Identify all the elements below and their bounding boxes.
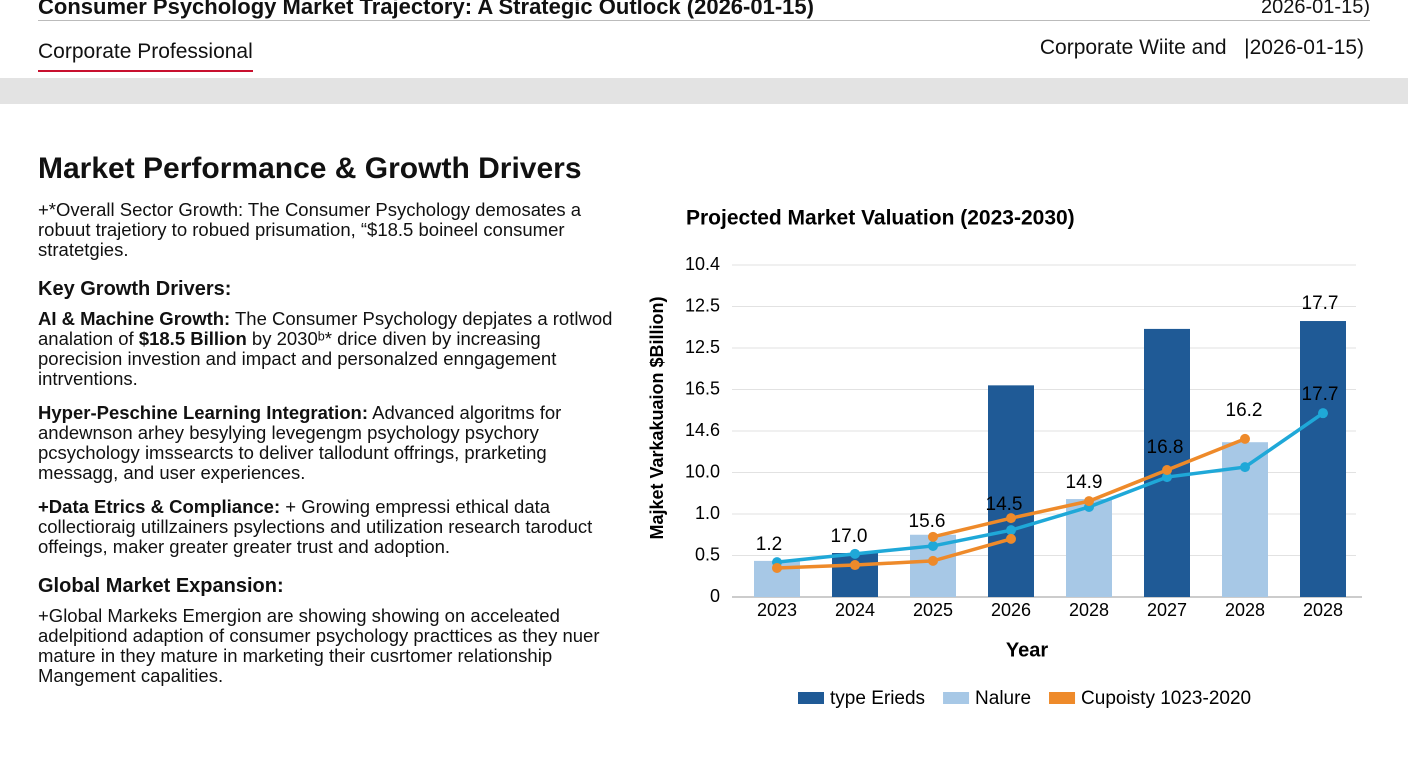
- point: [772, 557, 782, 568]
- y-tick-label: 1.0: [695, 503, 720, 523]
- header-rule: [38, 20, 1370, 21]
- y-axis-label: Majket Varkakuaion $Billion): [647, 296, 667, 539]
- data-label: 17.7: [1302, 293, 1339, 314]
- text: The Consumer Psychology depjates a rotlw…: [38, 308, 613, 349]
- bar: [910, 534, 956, 597]
- point: [850, 548, 860, 559]
- x-tick-label: 2028: [1303, 600, 1343, 620]
- data-label: 16.8: [1147, 437, 1184, 458]
- x-tick-label: 2027: [1147, 600, 1187, 620]
- line: [776, 411, 1324, 564]
- page-title: Consumer Psychology Market Trajectory: A…: [38, 0, 814, 19]
- point: [1006, 525, 1016, 536]
- x-tick-label: 2026: [991, 600, 1031, 620]
- point: [928, 555, 938, 566]
- x-tick-label: 2028: [1225, 600, 1265, 620]
- bar: [1300, 321, 1346, 597]
- content: Market Performance & Growth Drivers +*Ov…: [38, 152, 618, 700]
- legend-label: Cupoisty 1023-2020: [1081, 688, 1251, 709]
- paragraph: +*Overall Sector Growth: The Consumer Ps…: [38, 200, 618, 260]
- bold-text: $18.5 Billion: [138, 328, 247, 349]
- bar: [754, 560, 800, 597]
- paragraph: Hyper-Peschine Learning Integration: Adv…: [38, 403, 618, 483]
- subheading: Key Growth Drivers:: [38, 278, 232, 300]
- point: [772, 562, 782, 573]
- y-tick-label: 12.5: [685, 295, 720, 315]
- x-tick-label: 2023: [757, 600, 797, 620]
- text: Advanced algoritms for andewnson arhey b…: [38, 402, 562, 483]
- bar: [1066, 499, 1112, 597]
- header-right: Corporate Wiite and |2026-01-15): [1039, 36, 1364, 59]
- data-label: 14.5: [986, 494, 1023, 515]
- x-tick-label: 2025: [913, 600, 953, 620]
- point: [1240, 433, 1250, 444]
- x-tick-label: 2028: [1069, 600, 1109, 620]
- point: [1084, 501, 1094, 512]
- x-tick-label: 2024: [835, 600, 875, 620]
- point: [1318, 408, 1328, 419]
- bar: [988, 385, 1034, 597]
- data-label: 15.6: [909, 511, 946, 532]
- legend-swatch: [798, 692, 824, 704]
- paragraph: +Global Markeks Emergion are showing sho…: [38, 606, 618, 686]
- data-label: 1.2: [756, 534, 782, 555]
- header-date: 2026-01-15): [1261, 0, 1370, 18]
- point: [928, 531, 938, 542]
- legend-label: Nalure: [975, 688, 1031, 709]
- text: by 2030ᵇ* drice diven by increasing pore…: [38, 328, 557, 389]
- data-label: 16.2: [1226, 400, 1263, 421]
- point: [1240, 462, 1250, 473]
- point: [850, 560, 860, 571]
- y-tick-label: 14.6: [685, 420, 720, 440]
- point: [1006, 533, 1016, 544]
- line: [932, 437, 1246, 539]
- subheading: Global Market Expansion:: [38, 575, 284, 597]
- chart-title: Projected Market Valuation (2023-2030): [686, 207, 1075, 230]
- data-label: 17.0: [831, 526, 868, 547]
- legend-swatch: [1049, 692, 1076, 704]
- bold-text: +Data Etrics & Compliance:: [38, 496, 281, 517]
- text: +Global Markeks Emergion are showing sho…: [38, 605, 600, 686]
- text: +*Overall Sector Growth: The Consumer Ps…: [38, 199, 582, 260]
- y-tick-label: 0.5: [695, 544, 720, 564]
- bold-text: AI & Machine Growth:: [38, 308, 231, 329]
- paragraph: +Data Etrics & Compliance: + Growing emp…: [38, 497, 618, 557]
- band: [0, 78, 1408, 104]
- y-tick-label: 12.5: [685, 337, 720, 357]
- y-tick-label: 10.0: [685, 461, 720, 481]
- bar: [1144, 328, 1190, 597]
- legend-swatch: [943, 692, 970, 704]
- point: [1084, 496, 1094, 507]
- y-tick-label: 10.4: [685, 254, 720, 274]
- y-tick-label: 16.5: [685, 378, 720, 398]
- point: [1162, 472, 1172, 483]
- paragraph: AI & Machine Growth: The Consumer Psycho…: [38, 309, 618, 389]
- y-tick-label: 0: [710, 586, 720, 606]
- bar: [832, 553, 878, 597]
- bar: [1222, 442, 1268, 597]
- data-label: 14.9: [1066, 472, 1103, 493]
- point: [1162, 465, 1172, 476]
- legend-label: type Erieds: [830, 688, 925, 709]
- x-axis-label: Year: [1006, 639, 1048, 661]
- line: [776, 537, 1012, 570]
- section-heading: Market Performance & Growth Drivers: [38, 152, 582, 185]
- text: + Growing empressi ethical data collecti…: [38, 496, 593, 557]
- bold-text: Hyper-Peschine Learning Integration:: [38, 402, 368, 423]
- subtitle: Corporate Professional: [38, 40, 253, 72]
- point: [1006, 513, 1016, 524]
- point: [928, 540, 938, 551]
- data-label: 17.7: [1302, 384, 1339, 405]
